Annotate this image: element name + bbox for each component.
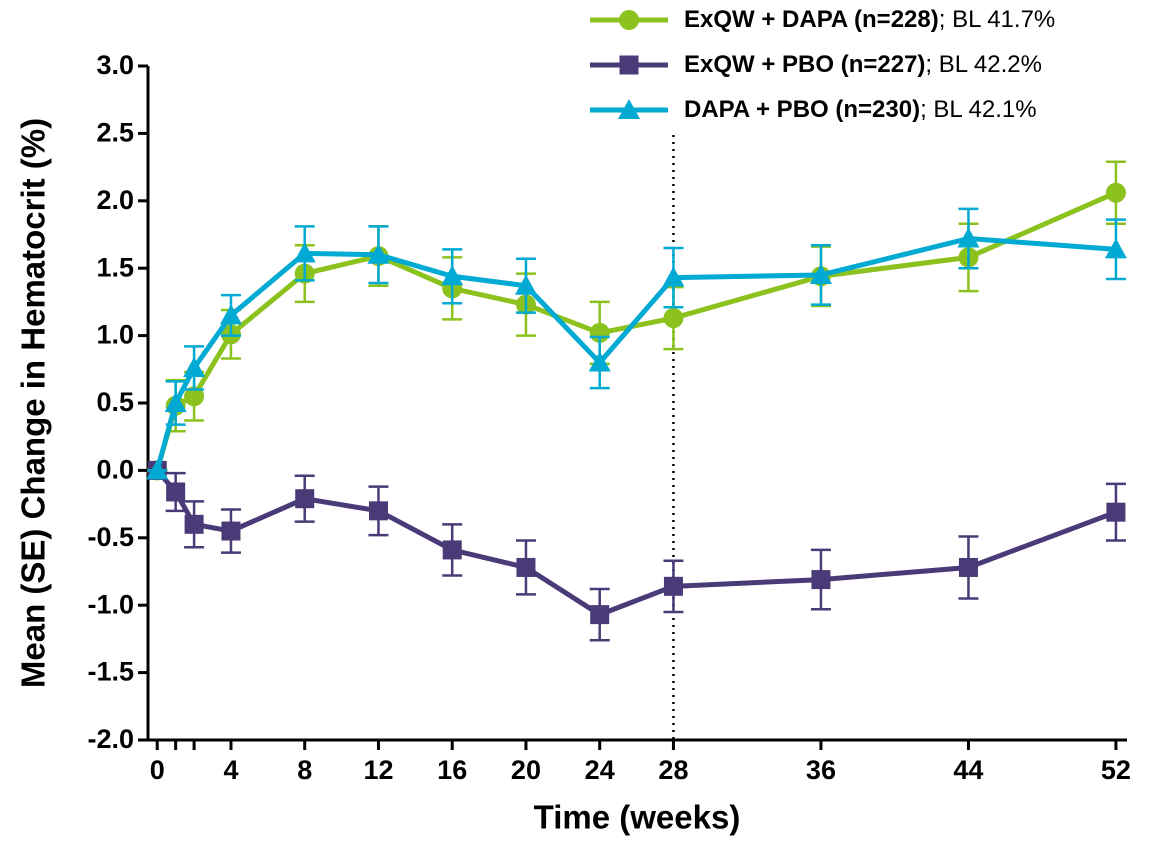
marker [293, 242, 316, 263]
y-tick-label: 0.5 [96, 387, 134, 417]
marker [164, 392, 187, 412]
x-tick-label: 4 [223, 755, 238, 785]
y-axis-title: Mean (SE) Change in Hematocrit (%) [15, 118, 52, 688]
marker [811, 570, 831, 590]
marker [184, 514, 204, 534]
marker [663, 576, 683, 596]
marker [166, 482, 186, 502]
legend-label: ExQW + DAPA (n=228); BL 41.7% [684, 6, 1055, 33]
y-tick-label: 1.0 [96, 320, 134, 350]
legend-label: ExQW + PBO (n=227); BL 42.2% [684, 51, 1042, 78]
x-tick-label: 36 [806, 755, 836, 785]
x-tick-label: 24 [585, 755, 615, 785]
marker [662, 266, 685, 287]
x-tick-label: 20 [511, 755, 541, 785]
marker [588, 351, 611, 372]
series [146, 207, 1127, 480]
x-tick-label: 44 [953, 755, 983, 785]
x-tick-label: 28 [658, 755, 688, 785]
legend-name: ExQW + PBO (n=227) [684, 51, 925, 78]
marker [514, 274, 537, 295]
x-tick-label: 0 [150, 755, 165, 785]
marker [146, 459, 169, 480]
legend-baseline: ; BL 42.1% [920, 96, 1037, 123]
y-tick-label: -0.5 [87, 522, 134, 552]
marker [619, 55, 639, 75]
y-tick-label: -1.0 [87, 589, 134, 619]
marker [221, 521, 241, 541]
y-tick-label: 2.0 [96, 185, 134, 215]
legend-baseline: ; BL 41.7% [939, 6, 1056, 33]
marker [958, 557, 978, 577]
y-tick-label: 3.0 [96, 50, 134, 80]
marker [663, 308, 684, 329]
marker [183, 356, 206, 377]
series [147, 460, 1126, 642]
marker [219, 304, 242, 325]
y-tick-label: 0.0 [96, 455, 134, 485]
legend-name: DAPA + PBO (n=230) [684, 96, 920, 123]
marker [619, 10, 639, 30]
marker [957, 227, 980, 248]
y-tick-label: -2.0 [87, 724, 134, 754]
x-tick-label: 12 [363, 755, 393, 785]
marker [590, 605, 610, 625]
x-tick-label: 8 [297, 755, 312, 785]
marker [1105, 182, 1126, 203]
x-tick-label: 16 [437, 755, 467, 785]
legend-name: ExQW + DAPA (n=228) [684, 6, 939, 33]
marker [516, 557, 536, 577]
marker [618, 99, 640, 119]
marker [809, 263, 832, 284]
marker [367, 243, 390, 264]
marker [442, 540, 462, 560]
marker [441, 265, 464, 286]
marker [295, 489, 315, 509]
x-axis-title: Time (weeks) [534, 799, 741, 836]
x-tick-label: 52 [1101, 755, 1131, 785]
legend-baseline: ; BL 42.2% [925, 51, 1042, 78]
marker [1104, 238, 1127, 259]
y-tick-label: 2.5 [96, 118, 134, 148]
marker [368, 501, 388, 521]
y-tick-label: 1.5 [96, 252, 134, 282]
y-tick-label: -1.5 [87, 657, 134, 687]
marker [1106, 502, 1126, 522]
legend-label: DAPA + PBO (n=230); BL 42.1% [684, 96, 1037, 123]
marker [184, 386, 205, 407]
